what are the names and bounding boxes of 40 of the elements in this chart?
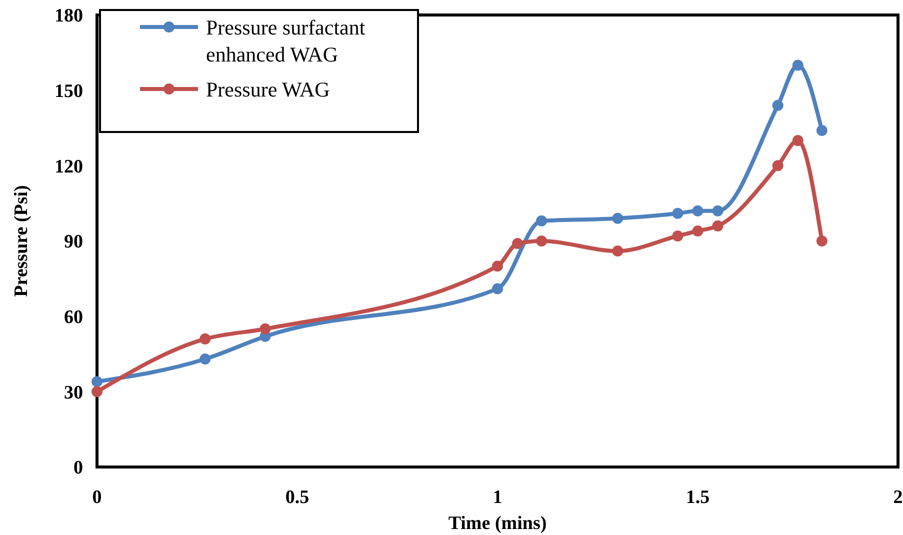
point: [492, 283, 503, 294]
y-tick-label: 180: [54, 6, 83, 27]
point: [792, 60, 804, 71]
point: [816, 125, 828, 136]
point: [772, 100, 784, 111]
x-tick-label: 0: [92, 487, 102, 508]
point: [692, 205, 704, 216]
y-tick-label: 120: [54, 156, 83, 178]
point: [92, 376, 102, 388]
point: [712, 205, 724, 216]
point: [816, 236, 828, 246]
y-tick-label: 0: [74, 458, 83, 479]
y-axis-title: Pressure (Psi): [11, 185, 32, 297]
point: [612, 246, 624, 257]
point: [512, 238, 524, 250]
point: [536, 236, 548, 246]
y-tick-label: 60: [64, 306, 83, 328]
legend-label: Pressure WAG: [206, 77, 330, 102]
point: [672, 208, 684, 219]
point: [200, 354, 211, 365]
y-tick-label: 90: [64, 232, 83, 253]
point: [260, 323, 271, 334]
x-tick-label: 2: [893, 487, 903, 508]
point: [692, 225, 704, 236]
point: [792, 135, 804, 146]
point: [536, 215, 548, 226]
x-axis-title: Time (mins): [448, 513, 547, 534]
point: [200, 333, 211, 344]
point: [492, 260, 503, 272]
point: [92, 386, 102, 398]
x-tick-label: 1.5: [686, 487, 710, 508]
point: [772, 160, 784, 172]
y-tick-label: 150: [54, 80, 83, 102]
point: [712, 220, 724, 232]
point: [612, 212, 624, 224]
y-tick-label: 30: [64, 382, 83, 404]
legend-label: Pressure surfactant enhanced WAG: [206, 15, 366, 67]
point: [672, 230, 684, 242]
x-tick-label: 1: [492, 487, 502, 508]
x-tick-label: 0.5: [285, 487, 310, 508]
